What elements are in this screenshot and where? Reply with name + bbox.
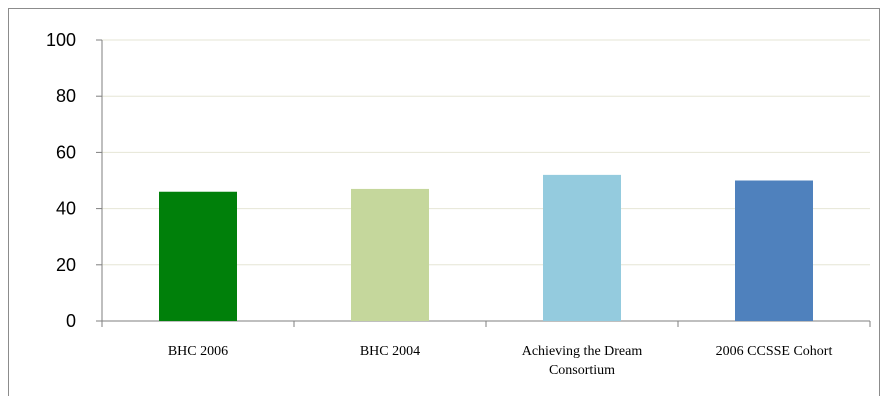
y-tick-label: 60	[56, 142, 76, 162]
bar-1	[159, 191, 237, 321]
y-tick-label: 20	[56, 255, 76, 275]
x-tick-label: Achieving the Dream	[522, 344, 643, 359]
bar-2	[351, 188, 429, 321]
x-tick-label: BHC 2006	[168, 344, 228, 359]
bar-4	[735, 180, 813, 321]
x-tick-label: 2006 CCSSE Cohort	[716, 344, 833, 359]
y-tick-label: 40	[56, 199, 76, 219]
bar-3	[543, 174, 621, 321]
y-tick-label: 100	[46, 30, 76, 50]
y-tick-label: 0	[66, 311, 76, 331]
x-tick-label: Consortium	[549, 363, 615, 378]
y-tick-label: 80	[56, 86, 76, 106]
x-tick-label: BHC 2004	[360, 344, 420, 359]
